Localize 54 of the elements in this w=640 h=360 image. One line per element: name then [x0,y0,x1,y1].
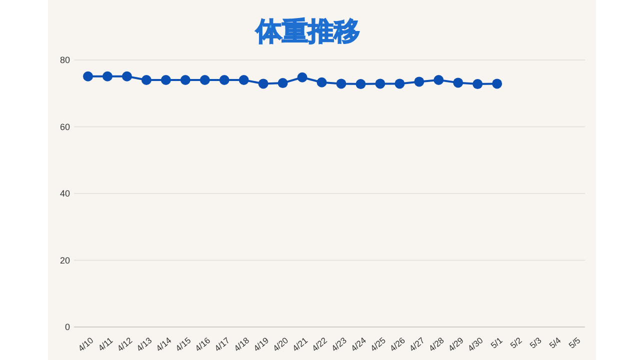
y-tick-label: 60 [60,122,70,132]
point [122,71,132,82]
point [297,72,308,82]
point [375,78,386,89]
point [316,77,327,88]
point [492,78,502,89]
x-tick-label: 4/29 [446,334,466,354]
x-tick-label: 4/25 [368,334,388,354]
x-tick-label: 4/20 [270,334,290,354]
point [160,75,171,86]
x-tick-label: 5/4 [547,334,563,350]
y-tick-label: 20 [60,255,70,266]
point [219,75,230,86]
point [83,71,93,82]
point [434,75,444,86]
x-tick-label: 4/11 [96,334,115,354]
point [102,71,112,82]
point [414,76,424,87]
x-tick-label: 5/5 [566,334,582,350]
x-tick-label: 4/21 [290,334,310,354]
x-tick-label: 5/1 [488,334,504,350]
point [453,78,464,88]
y-tick-label: 0 [64,322,70,332]
x-tick-label: 4/13 [134,334,154,354]
x-tick-label: 4/19 [251,334,271,354]
x-tick-label: 4/18 [232,334,252,354]
point [336,78,346,89]
point [356,79,366,90]
point [200,75,210,86]
x-tick-label: 5/3 [528,334,544,350]
point [258,78,268,89]
x-tick-label: 4/27 [407,334,427,354]
x-tick-label: 4/15 [173,334,193,354]
x-tick-label: 4/24 [348,334,368,354]
x-tick-label: 4/23 [329,334,349,354]
point [238,75,249,86]
x-tick-label: 4/28 [426,334,446,354]
y-tick-label: 40 [60,188,70,199]
point [180,75,190,86]
x-tick-label: 4/22 [310,334,330,354]
x-tick-label: 4/16 [192,334,212,354]
point [472,79,483,90]
x-tick-label: 4/12 [115,334,134,354]
point [141,75,152,86]
x-tick-label: 4/10 [76,334,96,354]
point [394,78,405,89]
x-tick-label: 4/14 [154,334,174,354]
chart-title: 体重推移 [255,17,360,47]
x-tick-label: 4/30 [466,334,486,354]
x-tick-label: 5/2 [508,334,524,350]
y-tick-label: 80 [60,55,70,66]
x-tick-label: 4/17 [212,334,232,354]
x-tick-label: 4/26 [388,334,408,354]
point [278,78,288,88]
